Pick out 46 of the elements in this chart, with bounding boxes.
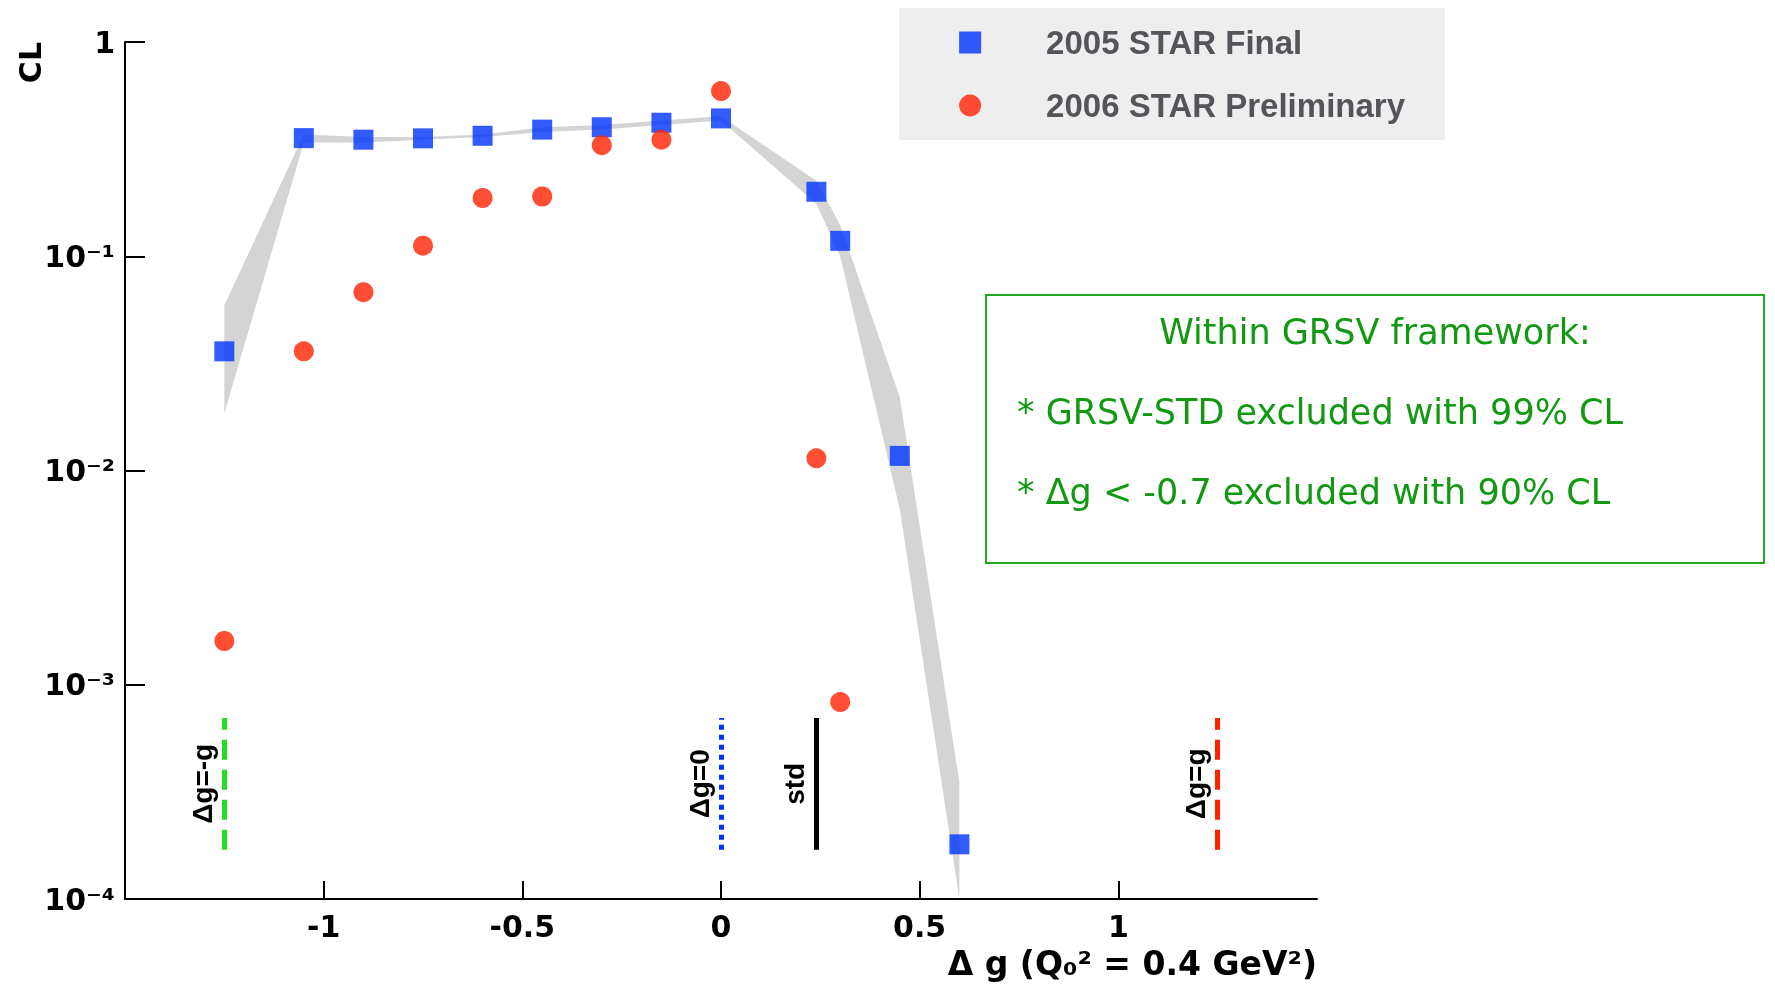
point bbox=[806, 181, 827, 202]
point bbox=[889, 445, 910, 466]
point bbox=[293, 341, 314, 362]
annotation: Within GRSV framework: bbox=[1158, 312, 1592, 352]
x-tick-label: -0.5 bbox=[489, 908, 556, 944]
x-tick-label: 0 bbox=[710, 908, 732, 944]
point bbox=[651, 112, 672, 133]
point bbox=[651, 129, 672, 150]
y-tick-label: 10⁻² bbox=[44, 453, 115, 488]
point bbox=[214, 341, 235, 362]
x-tick-label: 0.5 bbox=[893, 908, 947, 944]
point bbox=[830, 692, 851, 713]
point bbox=[830, 230, 851, 251]
y-tick-label: 10⁻³ bbox=[44, 667, 115, 703]
annotation: * GRSV-STD excluded with 99% CL bbox=[1017, 392, 1624, 432]
point bbox=[591, 135, 612, 156]
point bbox=[532, 119, 553, 140]
point bbox=[353, 129, 374, 150]
note-box: Within GRSV framework: * GRSV-STD excluded with 99% CL * Δg < -0.7 excluded with 90% CL bbox=[985, 294, 1765, 564]
y-axis-title: CL bbox=[12, 42, 48, 84]
point bbox=[711, 81, 731, 102]
x-axis-title: Δ g (Q₀² = 0.4 GeV²) bbox=[947, 944, 1317, 983]
legend-label: 2006 STAR Preliminary bbox=[1046, 87, 1406, 124]
ref-line-label: Δg=-g bbox=[186, 743, 218, 824]
point bbox=[353, 282, 374, 303]
ref-line-label: std bbox=[778, 762, 810, 805]
ref-line-label: Δg=0 bbox=[683, 749, 715, 819]
ref-line-label: Δg=g bbox=[1180, 748, 1212, 820]
annotation: * Δg < -0.7 excluded with 90% CL bbox=[1017, 472, 1612, 512]
point bbox=[472, 125, 493, 146]
point bbox=[806, 448, 827, 469]
y-tick-label: 1 bbox=[94, 24, 115, 60]
point bbox=[591, 117, 612, 138]
point bbox=[413, 235, 433, 256]
y-tick-label: 10⁻¹ bbox=[44, 238, 115, 274]
y-tick-label: 10⁻⁴ bbox=[44, 881, 115, 917]
x-tick-label: -1 bbox=[307, 908, 341, 944]
point bbox=[214, 631, 235, 652]
point bbox=[413, 128, 433, 149]
point bbox=[711, 108, 731, 129]
point bbox=[949, 834, 970, 855]
point bbox=[472, 188, 493, 208]
point bbox=[532, 186, 553, 207]
x-tick-label: 1 bbox=[1107, 908, 1129, 944]
legend-label: 2005 STAR Final bbox=[1046, 24, 1303, 61]
point bbox=[293, 128, 314, 149]
